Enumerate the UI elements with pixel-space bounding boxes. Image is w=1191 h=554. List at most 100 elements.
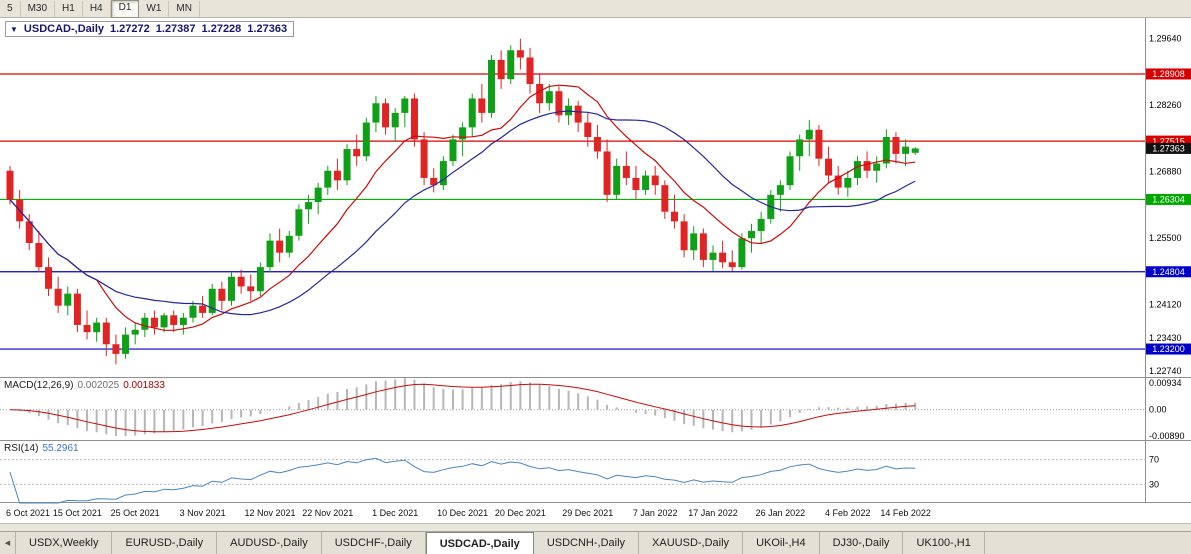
chart-tab-usdcnh-daily[interactable]: USDCNH-,Daily xyxy=(534,532,640,554)
rsi-scale-label: 70 xyxy=(1149,455,1159,465)
candle-down xyxy=(247,286,255,292)
date-label: 4 Feb 2022 xyxy=(825,508,871,518)
price-axis-label: 1.29640 xyxy=(1149,34,1182,44)
candle-down xyxy=(825,158,833,176)
candle-up xyxy=(401,98,409,113)
price-badge xyxy=(1146,142,1191,154)
candle-up xyxy=(844,177,852,188)
chart-open-value: 1.27272 xyxy=(110,23,150,35)
date-label: 17 Jan 2022 xyxy=(688,508,738,518)
candle-down xyxy=(410,98,418,140)
price-badge-value: 1.27363 xyxy=(1152,144,1185,154)
chart-high-value: 1.27387 xyxy=(155,23,196,35)
timeframe-button-H4[interactable]: H4 xyxy=(83,0,111,17)
candle-down xyxy=(333,170,341,181)
price-axis-label: 1.28260 xyxy=(1149,100,1182,110)
candle-up xyxy=(343,149,351,181)
candle-down xyxy=(632,177,640,191)
candle-up xyxy=(439,161,447,186)
candle-up xyxy=(488,59,495,113)
timeframe-button-D1[interactable]: D1 xyxy=(110,0,140,18)
timeframe-button-W1[interactable]: W1 xyxy=(139,0,170,17)
chart-tab-usdchf-daily[interactable]: USDCHF-,Daily xyxy=(322,532,426,554)
chart-tab-eurusd-daily[interactable]: EURUSD-,Daily xyxy=(112,532,218,554)
candle-up xyxy=(141,317,149,330)
timeframe-button-M30[interactable]: M30 xyxy=(21,0,56,17)
chart-tab-xauusd-daily[interactable]: XAUUSD-,Daily xyxy=(639,532,744,554)
candle-down xyxy=(218,288,226,301)
date-label: 10 Dec 2021 xyxy=(437,508,488,518)
candle-down xyxy=(497,59,505,80)
candle-up xyxy=(776,185,784,195)
candle-down xyxy=(526,57,534,84)
candle-up xyxy=(873,163,881,171)
candle-up xyxy=(93,322,101,333)
candle-down xyxy=(102,322,110,345)
candle-up xyxy=(314,187,322,203)
rsi-line xyxy=(9,457,916,504)
chart-ohlc-info[interactable]: ▼ USDCAD-,Daily 1.27272 1.27387 1.27228 … xyxy=(5,21,295,37)
candle-down xyxy=(54,288,62,306)
candle-up xyxy=(805,129,813,140)
timeframe-button-H1[interactable]: H1 xyxy=(55,0,83,17)
candle-down xyxy=(45,267,53,289)
price-badge-value: 1.24804 xyxy=(1152,267,1185,277)
price-badge-value: 1.23200 xyxy=(1152,344,1185,354)
price-badge xyxy=(1146,266,1191,278)
candle-up xyxy=(295,209,303,236)
macd-value: 0.002025 xyxy=(77,380,120,391)
chart-tab-audusd-daily[interactable]: AUDUSD-,Daily xyxy=(217,532,322,554)
price-badge-value: 1.26304 xyxy=(1152,195,1185,205)
timeframe-button-5[interactable]: 5 xyxy=(0,0,21,17)
macd-histogram xyxy=(18,378,917,437)
macd-indicator-label: MACD(12,26,9) 0.002025 0.001833 xyxy=(4,380,165,391)
collapse-indicator-icon: ▼ xyxy=(10,24,18,34)
date-label: 15 Oct 2021 xyxy=(53,508,102,518)
price-badge xyxy=(1146,343,1191,355)
price-axis-label: 1.22740 xyxy=(1149,366,1182,376)
candle-down xyxy=(603,151,611,195)
macd-scale-label: -0.00890 xyxy=(1149,431,1185,441)
macd-signal-value: 0.001833 xyxy=(123,380,165,391)
candle-up xyxy=(911,148,919,153)
rsi-name: RSI(14) xyxy=(4,443,39,454)
chart-tab-usdx-weekly[interactable]: USDX,Weekly xyxy=(16,532,113,554)
chart-canvas[interactable]: 1.29640 1.28260 1.26880 1.25500 1.24120 1.234… xyxy=(0,17,1191,523)
candle-up xyxy=(507,50,515,80)
tab-scroll-left-button[interactable]: ◀ xyxy=(0,532,16,554)
rsi-indicator-label: RSI(14) 55.2961 xyxy=(4,443,79,454)
candle-up xyxy=(285,235,293,253)
horizontal-scrollbar[interactable] xyxy=(0,523,1191,532)
candle-down xyxy=(622,165,630,178)
candle-down xyxy=(719,252,727,263)
horizontal-lines-layer xyxy=(0,73,1146,350)
chart-tab-usdcad-daily[interactable]: USDCAD-,Daily xyxy=(425,532,534,554)
candle-down xyxy=(237,276,245,287)
date-label: 3 Nov 2021 xyxy=(180,508,226,518)
candle-up xyxy=(324,170,332,188)
candle-down xyxy=(680,221,688,251)
candle-down xyxy=(728,262,736,268)
date-label: 26 Jan 2022 xyxy=(756,508,806,518)
candle-up xyxy=(64,293,72,306)
candle-up xyxy=(160,315,168,328)
price-badge-value: 1.28908 xyxy=(1152,69,1185,79)
candle-down xyxy=(73,293,81,325)
date-label: 14 Feb 2022 xyxy=(880,508,931,518)
chart-tab-ukoil-h4[interactable]: UKOil-,H4 xyxy=(743,532,820,554)
date-label: 22 Nov 2021 xyxy=(302,508,353,518)
candle-up xyxy=(372,103,380,123)
chart-tab-uk100-h1[interactable]: UK100-,H1 xyxy=(903,532,985,554)
candle-down xyxy=(593,137,601,152)
chart-tab-dj30-daily[interactable]: DJ30-,Daily xyxy=(820,532,904,554)
candle-down xyxy=(536,83,544,104)
timeframe-button-MN[interactable]: MN xyxy=(169,0,200,17)
candle-up xyxy=(613,165,621,195)
rsi-scale-label: 30 xyxy=(1149,479,1159,489)
candle-down xyxy=(892,137,900,154)
candle-down xyxy=(863,161,871,171)
candle-up xyxy=(786,156,794,186)
candle-up xyxy=(902,146,910,154)
candle-up xyxy=(545,91,553,104)
